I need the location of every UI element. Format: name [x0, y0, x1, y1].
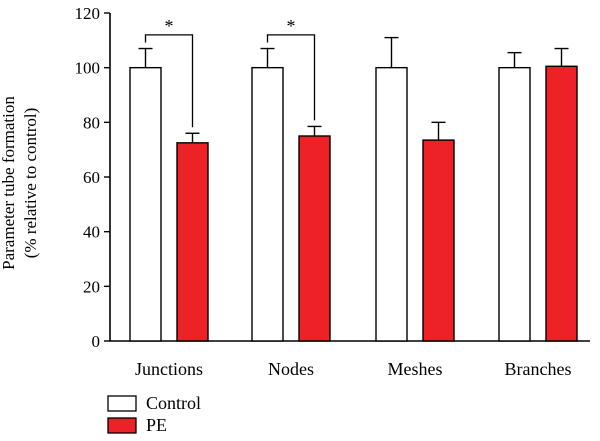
- legend-label-pe: PE: [146, 415, 167, 435]
- y-tick-label: 60: [83, 168, 100, 187]
- y-tick-label: 80: [83, 113, 100, 132]
- significance-bracket: [144, 34, 194, 128]
- significance-bracket: [266, 34, 316, 121]
- bar-pe-nodes: [298, 135, 331, 342]
- significance-star: *: [165, 16, 174, 36]
- legend-swatch-control: [107, 395, 137, 412]
- y-axis-title-line1: Parameter tube formation: [0, 96, 18, 270]
- bar-control-meshes: [375, 66, 408, 342]
- x-category-label: Junctions: [135, 359, 203, 379]
- bar-pe-meshes: [422, 139, 455, 342]
- y-axis-title-line2: (% relative to control): [21, 108, 40, 259]
- x-category-label: Branches: [505, 359, 572, 379]
- bar-control-junctions: [129, 66, 162, 342]
- legend-label-control: Control: [146, 393, 201, 413]
- y-tick-label: 40: [83, 223, 100, 242]
- x-category-label: Nodes: [268, 359, 314, 379]
- bar-control-branches: [498, 66, 531, 342]
- bar-pe-branches: [545, 65, 578, 342]
- bar-pe-junctions: [176, 142, 209, 342]
- y-tick-label: 120: [75, 4, 101, 23]
- x-category-label: Meshes: [388, 359, 443, 379]
- y-tick-label: 0: [92, 332, 101, 351]
- plot-area: 0 20 40 60 80 100 120 Junctions Nodes Meshes Branc…: [75, 4, 590, 379]
- y-axis-title: Parameter tube formation (% relative to …: [0, 96, 40, 270]
- y-tick-label: 20: [83, 277, 100, 296]
- significance-star: *: [287, 16, 296, 36]
- legend-swatch-pe: [107, 417, 137, 434]
- bar-control-nodes: [251, 66, 284, 342]
- y-tick-label: 100: [75, 59, 101, 78]
